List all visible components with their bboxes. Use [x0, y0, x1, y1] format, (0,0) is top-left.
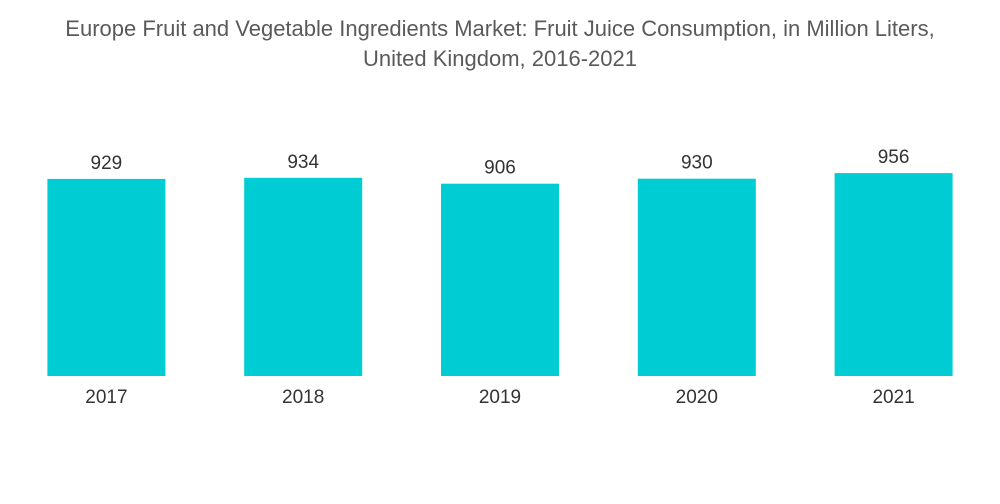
value-label-2017: 929: [91, 153, 123, 174]
bars-group: [47, 173, 953, 376]
value-label-2018: 934: [287, 152, 319, 173]
chart-title: Europe Fruit and Vegetable Ingredients M…: [0, 14, 1000, 74]
bar-2021: [834, 173, 953, 376]
bar-2019: [441, 183, 559, 376]
x-tick-label-2020: 2020: [676, 387, 718, 408]
x-tick-label-2021: 2021: [872, 387, 914, 408]
value-label-2020: 930: [681, 153, 713, 174]
value-label-2021: 956: [878, 147, 910, 168]
bar-2018: [244, 177, 363, 376]
x-tick-label-2017: 2017: [85, 387, 127, 408]
x-tick-label-2019: 2019: [479, 387, 521, 408]
value-labels-group: 929 934 906 930 956: [91, 147, 910, 179]
bar-2020: [637, 178, 756, 376]
bar-2017: [47, 178, 166, 376]
chart-title-line-2: United Kingdom, 2016-2021: [363, 46, 637, 71]
x-axis-tick-labels: 2017 2018 2019 2020 2021: [85, 387, 914, 408]
x-tick-label-2018: 2018: [282, 387, 324, 408]
chart-title-line-1: Europe Fruit and Vegetable Ingredients M…: [65, 16, 935, 41]
value-label-2019: 906: [484, 158, 516, 179]
